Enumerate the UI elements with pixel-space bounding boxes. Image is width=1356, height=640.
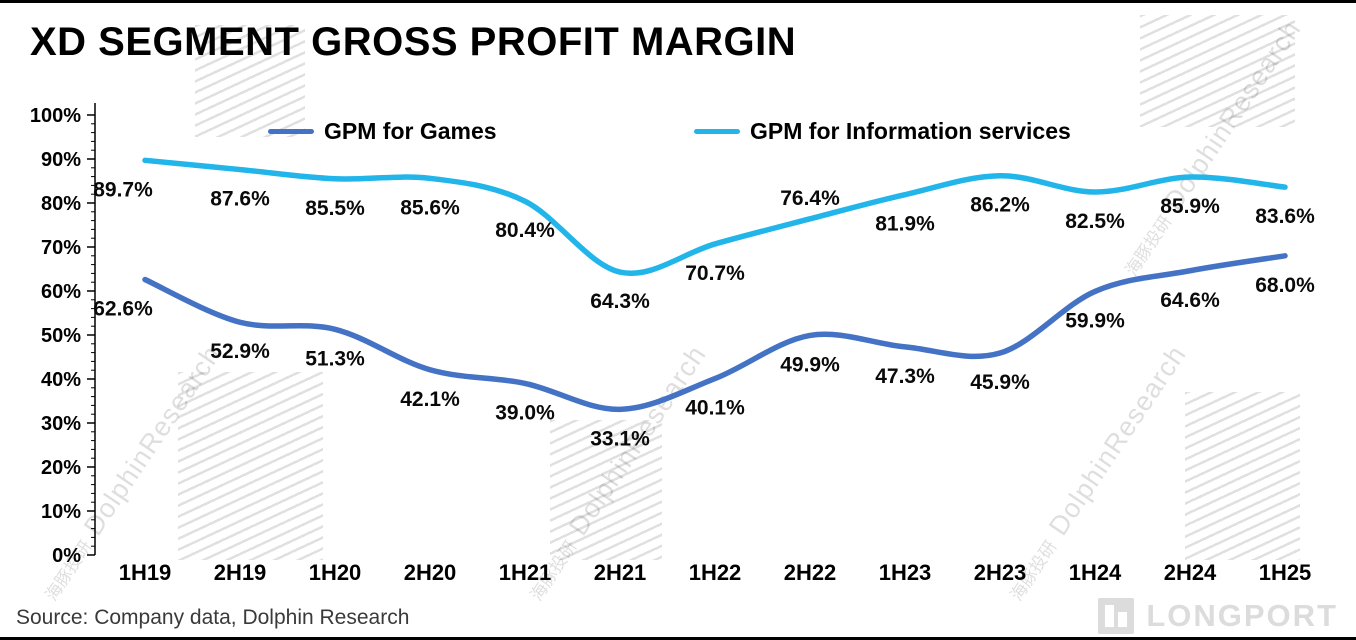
svg-text:2H21: 2H21 [594,560,647,585]
svg-text:0%: 0% [52,545,81,567]
svg-text:45.9%: 45.9% [970,371,1030,394]
legend-swatch-information-services [694,129,740,134]
svg-text:64.3%: 64.3% [590,290,650,313]
svg-text:1H20: 1H20 [309,560,362,585]
svg-text:1H23: 1H23 [879,560,932,585]
svg-text:64.6%: 64.6% [1160,289,1220,312]
svg-text:60%: 60% [41,281,81,303]
chart-title: XD SEGMENT GROSS PROFIT MARGIN [30,20,797,64]
svg-text:1H24: 1H24 [1069,560,1122,585]
svg-text:86.2%: 86.2% [970,194,1030,217]
svg-text:40.1%: 40.1% [685,397,745,420]
svg-text:89.7%: 89.7% [93,178,153,201]
svg-text:49.9%: 49.9% [780,353,840,376]
svg-text:81.9%: 81.9% [875,213,935,236]
svg-text:42.1%: 42.1% [400,388,460,411]
longport-logo-text: LONGPORT [1146,598,1338,633]
svg-text:85.5%: 85.5% [305,197,365,220]
svg-text:70%: 70% [41,237,81,259]
legend-label-games: GPM for Games [324,118,497,144]
legend-label-information-services: GPM for Information services [750,118,1071,144]
svg-text:80.4%: 80.4% [495,219,555,242]
svg-text:50%: 50% [41,325,81,347]
svg-text:59.9%: 59.9% [1065,309,1125,332]
top-border [0,0,1356,3]
source-note: Source: Company data, Dolphin Research [16,606,410,629]
svg-text:2H23: 2H23 [974,560,1027,585]
svg-text:68.0%: 68.0% [1255,274,1315,297]
svg-text:10%: 10% [41,501,81,523]
svg-text:33.1%: 33.1% [590,427,650,450]
svg-text:1H19: 1H19 [119,560,172,585]
svg-text:85.9%: 85.9% [1160,195,1220,218]
svg-text:30%: 30% [41,413,81,435]
bottom-border [0,637,1356,640]
legend-swatch-games [268,129,314,134]
svg-text:20%: 20% [41,457,81,479]
svg-text:76.4%: 76.4% [780,187,840,210]
svg-text:39.0%: 39.0% [495,401,555,424]
svg-text:87.6%: 87.6% [210,188,270,211]
legend-item-games: GPM for Games [268,118,497,145]
svg-text:70.7%: 70.7% [685,262,745,285]
svg-text:2H22: 2H22 [784,560,837,585]
longport-logo-icon [1098,598,1135,634]
svg-text:1H25: 1H25 [1259,560,1312,585]
svg-text:100%: 100% [30,105,81,127]
svg-text:1H22: 1H22 [689,560,742,585]
svg-text:2H24: 2H24 [1164,560,1217,585]
svg-text:80%: 80% [41,193,81,215]
svg-text:82.5%: 82.5% [1065,210,1125,233]
svg-text:2H19: 2H19 [214,560,267,585]
svg-text:40%: 40% [41,369,81,391]
legend-item-information-services: GPM for Information services [694,118,1071,145]
svg-text:62.6%: 62.6% [93,298,153,321]
svg-text:52.9%: 52.9% [210,340,270,363]
svg-text:85.6%: 85.6% [400,196,460,219]
svg-text:1H21: 1H21 [499,560,552,585]
svg-text:47.3%: 47.3% [875,365,935,388]
svg-text:83.6%: 83.6% [1255,205,1315,228]
svg-text:2H20: 2H20 [404,560,457,585]
svg-text:90%: 90% [41,149,81,171]
svg-text:51.3%: 51.3% [305,347,365,370]
longport-logo: LONGPORT [1098,598,1338,634]
